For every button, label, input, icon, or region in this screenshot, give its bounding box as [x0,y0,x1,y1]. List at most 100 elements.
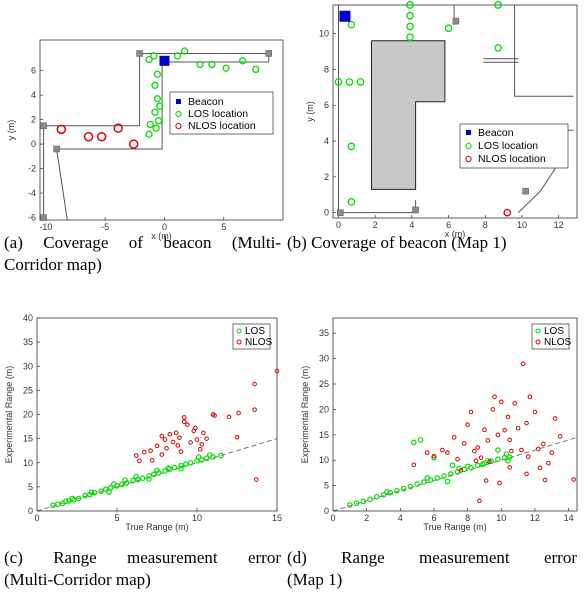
x-tick-label: 6 [446,220,451,230]
los-point [447,471,454,477]
nlos-point [113,123,123,133]
los-point [139,475,146,481]
nlos-point [485,438,491,443]
nlos-point [83,131,94,142]
los-point [464,463,471,470]
los-point [195,454,202,460]
los-point [207,452,213,458]
y-tick-label: 0 [324,506,329,516]
chart-c: 0 5 10 15 0 5 10 15 20 25 30 35 40 True Range (m) Expe… [4,313,282,532]
los-point [479,461,486,468]
y-tick-label: 4 [31,90,36,100]
x-tick-label: 0 [34,513,39,523]
legend-label: Beacon [478,127,514,139]
los-point [394,487,400,494]
los-point [503,451,510,457]
nlos-point [253,477,259,482]
caption-d-line-1: (d) Range measurement error [287,548,577,567]
los-point [145,55,153,64]
nlos-point [440,447,445,453]
nlos-point [495,432,501,438]
legend-label: LOS location [478,140,538,152]
los-point [178,465,184,472]
nlos-point [226,414,232,420]
nlos-point [149,458,155,463]
los-point [505,457,511,464]
los-point [406,22,414,31]
los-point [156,102,164,110]
nlos-point [478,455,484,460]
y-axis-label: y (m) [305,101,315,122]
legend-box [169,91,274,135]
map-wall [514,5,574,97]
nlos-point [468,409,474,415]
y-axis-label: Experimental Range (m) [300,366,310,464]
los-point [444,24,453,33]
legend-nlos-swatch [175,122,182,130]
nlos-point [167,431,173,437]
nlos-point [557,434,563,439]
los-point [239,57,247,65]
legend-box [232,323,271,350]
nlos-point [497,480,502,486]
plot-frame [332,317,578,512]
y-tick-label: 25 [23,385,33,395]
nlos-point [201,430,206,436]
los-point [444,478,451,485]
anchor-marker [136,50,143,57]
los-point [345,78,354,86]
y-axis-label: y (m) [6,120,16,141]
los-point [122,477,128,483]
nlos-point [193,425,198,431]
los-point [98,488,104,495]
los-point [360,498,367,505]
nlos-point [234,434,240,440]
y-tick-label: 10 [319,455,329,465]
los-point [380,491,387,498]
nlos-point [472,448,477,454]
los-point [146,476,152,482]
anchor-marker [337,209,344,216]
los-point [494,44,502,52]
los-point [154,117,163,125]
caption-d: (d) Range measurement error (Map 1) [287,547,577,591]
los-point [187,459,194,466]
los-point [410,439,417,446]
nlos-point [549,450,555,455]
x-tick-label: 0 [336,220,341,230]
los-point [441,473,447,479]
los-point [494,1,502,9]
y-tick-label: 35 [319,328,329,338]
map-wall [338,4,455,25]
nlos-point [507,437,512,443]
nlos-point [512,401,518,406]
y-axis-label: Experimental Range (m) [4,366,14,464]
nlos-point [535,446,541,452]
plot-frame [332,4,578,219]
nlos-point [458,468,464,473]
anchor-marker [452,17,460,25]
nlos-point [483,478,489,483]
nlos-point [199,442,205,447]
legend-beacon-swatch [466,130,471,135]
los-point [356,78,365,86]
legend-label: LOS [544,326,564,337]
los-point [69,495,76,502]
nlos-point [133,453,139,458]
x-tick-label: 0 [162,222,167,232]
caption-a-line-2: Corridor map) [4,255,102,274]
los-point [82,492,88,499]
nlos-point [520,361,526,367]
nlos-point [178,449,184,454]
y-tick-label: -6 [28,213,36,223]
y-tick-label: 0 [31,139,36,149]
x-axis-label: True Range (m) [125,522,188,532]
los-point [406,11,414,20]
nlos-point [525,454,531,459]
anchor-marker [40,122,47,129]
legend-label: NLOS location [188,120,256,132]
los-point [406,1,414,9]
corridor-wall [43,53,270,221]
nlos-point [445,450,450,455]
